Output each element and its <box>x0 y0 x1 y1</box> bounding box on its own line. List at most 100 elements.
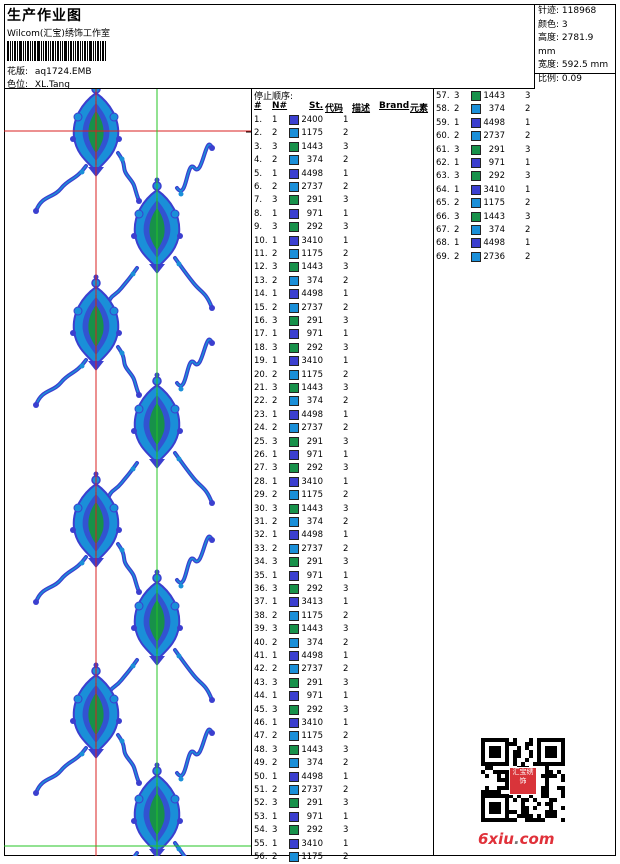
scroll-curl <box>176 456 182 462</box>
thread-color-swatch <box>289 744 299 755</box>
row-needle: 2 <box>272 543 278 554</box>
row-needle: 3 <box>272 825 278 836</box>
row-code: 4498 <box>483 117 505 128</box>
scroll-curl <box>136 589 142 595</box>
row-code: 291 <box>488 144 505 155</box>
row-number: 1. <box>254 115 263 125</box>
thread-color-swatch <box>289 731 299 742</box>
row-code: 292 <box>306 463 323 474</box>
row-number: 64. <box>436 184 450 195</box>
stop-sequence-row: 62. 1 971 1 <box>434 157 616 170</box>
row-number: 30. <box>254 503 268 514</box>
stop-sequence-row: 53. 1 971 1 <box>252 811 434 824</box>
stop-sequence-row: 56. 2 1175 2 <box>252 851 434 864</box>
width-label: 宽度: <box>538 60 560 70</box>
row-stops: 3 <box>343 463 349 474</box>
row-stops: 1 <box>343 530 349 541</box>
row-stops: 3 <box>343 342 349 353</box>
stop-sequence-row: 10. 1 3410 1 <box>252 235 434 248</box>
scroll-vine-highlight <box>35 556 87 603</box>
stop-sequence-heading: 停止顺序: <box>254 92 294 102</box>
row-needle: 1 <box>272 651 278 661</box>
stop-sequence-row: 23. 1 4498 1 <box>252 409 434 422</box>
row-code: 2736 <box>483 251 505 262</box>
thread-color-swatch <box>289 195 299 206</box>
thread-color-swatch <box>289 517 299 527</box>
thread-color-swatch <box>471 184 481 195</box>
row-code: 4498 <box>301 409 323 420</box>
row-needle: 2 <box>454 251 460 262</box>
stop-sequence-row: 47. 2 1175 2 <box>252 730 434 743</box>
row-needle: 2 <box>272 423 278 434</box>
row-number: 50. <box>254 771 268 782</box>
row-stops: 2 <box>343 275 349 286</box>
thread-color-swatch <box>289 329 299 340</box>
row-number: 7. <box>254 195 263 206</box>
row-stops: 1 <box>343 208 349 219</box>
thread-color-swatch <box>471 238 481 249</box>
scroll-curl <box>209 500 215 506</box>
stop-sequence-row: 45. 3 292 3 <box>252 704 434 717</box>
row-number: 57. <box>436 91 450 101</box>
thread-color-swatch <box>289 825 299 836</box>
thread-color-swatch <box>289 771 299 782</box>
scroll-curl <box>119 350 125 356</box>
row-code: 2737 <box>301 182 323 192</box>
row-needle: 1 <box>272 838 278 849</box>
scroll-curl <box>130 466 136 472</box>
row-number: 18. <box>254 342 268 353</box>
scroll-curl <box>209 305 215 311</box>
scale-value: 0.09 <box>561 73 582 84</box>
row-number: 59. <box>436 117 450 128</box>
colorway-value: XL.Tang <box>34 80 70 90</box>
row-number: 53. <box>254 811 268 822</box>
row-code: 1443 <box>301 383 323 393</box>
row-number: 21. <box>254 383 268 393</box>
thread-color-swatch <box>289 141 299 152</box>
row-stops: 1 <box>343 356 349 367</box>
scroll-vine-highlight <box>176 536 213 584</box>
page-frame <box>4 4 616 856</box>
row-stops: 3 <box>525 171 531 182</box>
row-code: 3410 <box>301 718 323 728</box>
row-code: 1443 <box>301 262 323 273</box>
scroll-vine-highlight <box>105 462 138 504</box>
row-number: 34. <box>254 557 268 568</box>
row-number: 65. <box>436 198 450 209</box>
row-number: 17. <box>254 329 268 340</box>
stop-sequence-row: 17. 1 971 1 <box>252 328 434 341</box>
row-needle: 1 <box>272 691 278 702</box>
thread-color-swatch <box>289 798 299 809</box>
row-number: 16. <box>254 316 268 326</box>
thread-color-swatch <box>289 450 299 460</box>
row-code: 971 <box>306 450 323 460</box>
design-preview <box>4 89 252 856</box>
stop-sequence-row: 7. 3 291 3 <box>252 194 434 207</box>
row-code: 1175 <box>301 490 323 501</box>
stitches-line: 针迹: 118968 <box>538 5 613 19</box>
row-needle: 1 <box>272 450 278 460</box>
thread-color-swatch <box>471 158 481 168</box>
row-number: 60. <box>436 131 450 142</box>
row-code: 971 <box>306 811 323 822</box>
row-stops: 2 <box>343 490 349 501</box>
row-needle: 2 <box>272 490 278 501</box>
colors-value: 3 <box>561 19 568 30</box>
scroll-vine-highlight <box>176 339 213 387</box>
scroll-vine-highlight <box>35 359 87 406</box>
row-number: 55. <box>254 838 268 849</box>
row-code: 2737 <box>483 131 505 142</box>
scroll-curl <box>119 547 125 553</box>
scroll-curl <box>178 776 184 782</box>
stop-sequence-row: 57. 3 1443 3 <box>434 90 616 103</box>
scroll-vine-highlight <box>174 649 213 701</box>
col-header-st: St. <box>309 101 324 111</box>
row-needle: 3 <box>272 342 278 353</box>
row-number: 27. <box>254 463 268 474</box>
row-code: 1175 <box>301 852 323 862</box>
scroll-curl <box>33 208 39 214</box>
thread-color-swatch <box>289 222 299 233</box>
thread-color-swatch <box>289 463 299 474</box>
col-header-desc: 描述 <box>352 104 371 114</box>
thread-color-swatch <box>289 249 299 259</box>
